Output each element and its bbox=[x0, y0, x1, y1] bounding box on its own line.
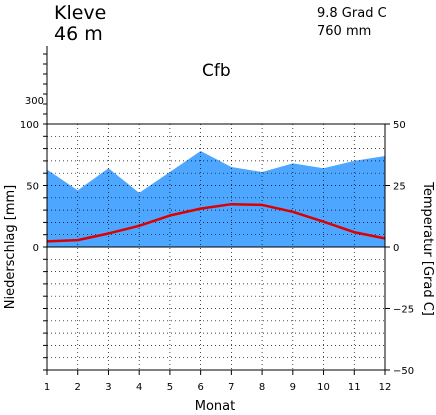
x-axis-tick-label: 7 bbox=[228, 382, 234, 393]
left-axis-tick-label: 50 bbox=[26, 182, 39, 193]
right-axis-label: Temperatur [Grad C] bbox=[420, 181, 435, 316]
left-axis-tick-label: 100 bbox=[20, 120, 39, 131]
x-axis-tick-label: 8 bbox=[259, 382, 265, 393]
right-axis-tick-label: 50 bbox=[393, 120, 406, 131]
station-elevation: 46 m bbox=[54, 23, 103, 45]
x-axis-tick-label: 4 bbox=[136, 382, 142, 393]
annual-mean-temperature: 9.8 Grad C bbox=[317, 6, 387, 21]
upper-axis-tick-label: 300 bbox=[25, 96, 44, 107]
left-axis-label: Niederschlag [mm] bbox=[3, 185, 18, 310]
x-axis-tick-label: 11 bbox=[348, 382, 361, 393]
precipitation-area bbox=[47, 151, 385, 247]
annual-precipitation: 760 mm bbox=[317, 24, 371, 39]
x-axis-tick-label: 12 bbox=[379, 382, 392, 393]
right-axis-tick-label: −50 bbox=[393, 366, 414, 377]
temperature-line-layer bbox=[46, 202, 386, 243]
x-axis-tick-label: 2 bbox=[75, 382, 81, 393]
x-axis-tick-label: 6 bbox=[197, 382, 203, 393]
right-axis-tick-label: 25 bbox=[393, 182, 406, 193]
x-axis-tick-label: 10 bbox=[317, 382, 330, 393]
precipitation-area-layer bbox=[47, 151, 385, 247]
left-axis-tick-label: 0 bbox=[33, 243, 39, 254]
x-axis-tick-label: 9 bbox=[290, 382, 296, 393]
x-axis-label: Monat bbox=[195, 399, 235, 414]
temperature-line bbox=[46, 202, 386, 243]
climate-classification: Cfb bbox=[202, 61, 231, 81]
x-axis-tick-label: 5 bbox=[167, 382, 173, 393]
station-name: Kleve bbox=[54, 2, 106, 24]
right-axis-tick-label: 0 bbox=[393, 243, 399, 254]
x-axis-tick-label: 3 bbox=[105, 382, 111, 393]
right-axis-tick-label: −25 bbox=[393, 305, 414, 316]
x-axis-tick-label: 1 bbox=[44, 382, 50, 393]
